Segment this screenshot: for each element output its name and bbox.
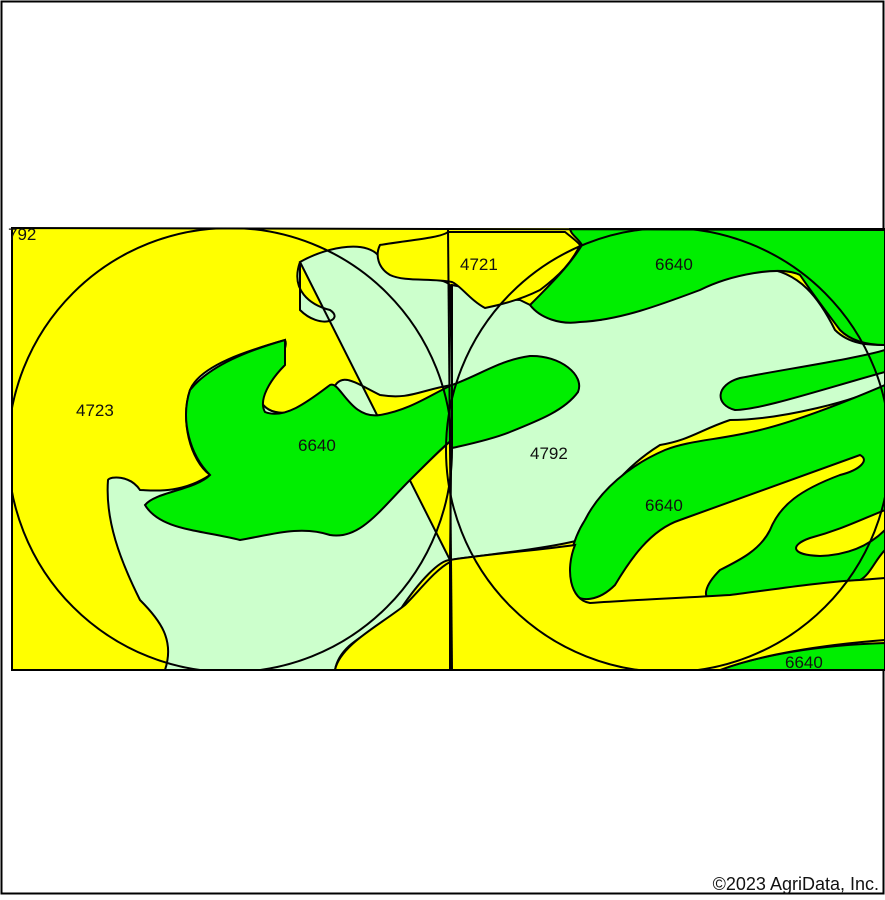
soil-label-4792: 4792 <box>530 444 568 463</box>
soil-label-6640-lower: 6640 <box>645 496 683 515</box>
copyright-text: ©2023 AgriData, Inc. <box>713 874 879 895</box>
soil-label-6640-top: 6640 <box>655 255 693 274</box>
soil-label-4721: 4721 <box>460 255 498 274</box>
soil-label-left-edge: 792 <box>8 225 36 244</box>
soil-label-4723: 4723 <box>76 401 114 420</box>
soil-label-6640-left: 6640 <box>298 436 336 455</box>
soil-label-6640-bottom: 6640 <box>785 653 823 672</box>
